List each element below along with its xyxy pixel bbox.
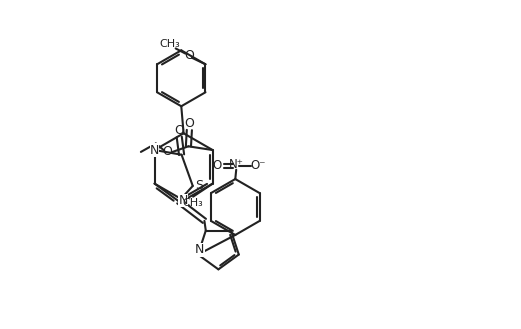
Text: S: S: [195, 179, 203, 192]
Text: N⁺: N⁺: [229, 158, 244, 171]
Text: N: N: [179, 194, 188, 207]
Text: CH₃: CH₃: [183, 198, 204, 208]
Text: O⁻: O⁻: [250, 160, 265, 172]
Text: N: N: [195, 243, 205, 256]
Text: CH₃: CH₃: [160, 39, 180, 49]
Text: O: O: [175, 124, 184, 138]
Text: O: O: [162, 145, 172, 159]
Text: O: O: [184, 49, 194, 63]
Text: N: N: [150, 143, 159, 157]
Text: O: O: [184, 117, 194, 130]
Text: O: O: [212, 160, 221, 172]
